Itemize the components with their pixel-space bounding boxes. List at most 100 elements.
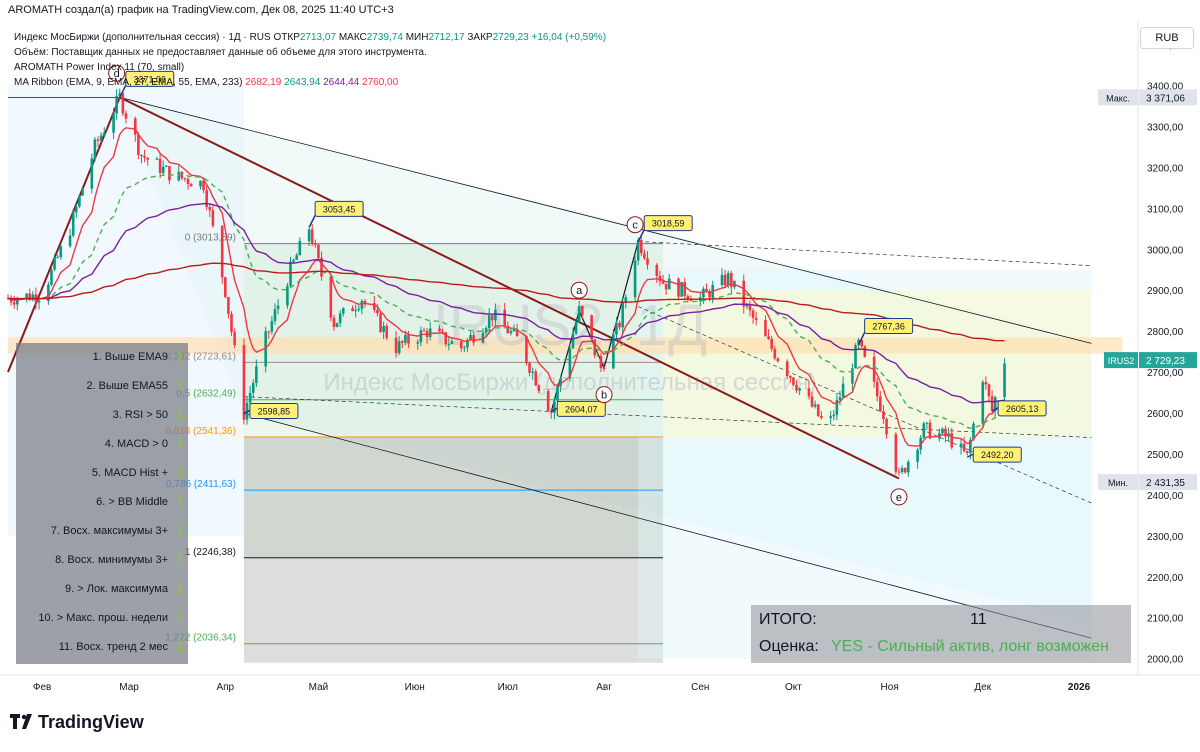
candle-body bbox=[121, 93, 125, 114]
trend-line bbox=[603, 241, 639, 369]
candle-body bbox=[155, 158, 159, 160]
legend-symbol-row: Индекс МосБиржи (дополнительная сессия) … bbox=[14, 30, 606, 45]
candle-body bbox=[338, 313, 342, 323]
candle-body bbox=[404, 335, 407, 343]
pivot-pointer bbox=[966, 453, 974, 458]
candle-body bbox=[596, 355, 600, 357]
candle-body bbox=[897, 471, 901, 473]
checklist-row: 7. Восх. максимумы 3+ 1 bbox=[16, 517, 188, 546]
summary-rating-value: YES - Сильный актив, лонг возможен bbox=[831, 638, 1109, 655]
candle-body bbox=[599, 356, 603, 369]
x-tick-label: 2026 bbox=[1068, 682, 1091, 693]
candle-body bbox=[161, 166, 165, 174]
fib-zone-lower bbox=[243, 437, 664, 663]
candle-body bbox=[863, 346, 867, 357]
candle-body bbox=[286, 285, 289, 306]
candle-body bbox=[680, 282, 683, 297]
candle-body bbox=[78, 195, 81, 207]
candle-body bbox=[438, 328, 441, 332]
trend-line bbox=[550, 310, 580, 412]
fib-label: 0,382 (2723,61) bbox=[165, 351, 236, 362]
candle-body bbox=[335, 322, 339, 328]
currency-button[interactable]: RUB bbox=[1140, 27, 1194, 49]
checklist-value: 1 bbox=[176, 377, 184, 393]
legend-volume-note: Объём: Поставщик данных не предоставляет… bbox=[14, 47, 427, 58]
pivot-pointer bbox=[243, 409, 251, 415]
candle-body bbox=[37, 300, 41, 303]
candle-body bbox=[441, 331, 444, 333]
legend-ohlc: ОТКР2713,07 МАКС2739,74 МИН2712,17 ЗАКР2… bbox=[273, 32, 606, 43]
candle-body bbox=[838, 397, 842, 400]
candle-body bbox=[553, 400, 556, 413]
candle-body bbox=[639, 239, 643, 254]
checklist-row: 3. RSI > 50 1 bbox=[16, 401, 188, 430]
wave-marker-label: d bbox=[114, 68, 120, 80]
candle-body bbox=[581, 306, 584, 316]
pivot-label-box bbox=[643, 215, 693, 232]
checklist-label: 11. Восх. тренд 2 мес bbox=[58, 641, 168, 653]
candle-body bbox=[211, 210, 215, 226]
candle-body bbox=[860, 339, 864, 347]
y-tick-label: 3100,00 bbox=[1147, 204, 1184, 215]
y-tick-label: 2400,00 bbox=[1147, 491, 1184, 502]
pivot-label: 3018,59 bbox=[652, 219, 685, 229]
candle-body bbox=[875, 381, 879, 397]
candle-body bbox=[658, 275, 662, 282]
candle-body bbox=[208, 207, 212, 211]
candle-body bbox=[636, 239, 640, 261]
candle-body bbox=[813, 404, 817, 407]
candle-body bbox=[59, 246, 63, 258]
candle-body bbox=[655, 264, 659, 276]
pivot-label-box bbox=[125, 70, 175, 87]
candle-body bbox=[689, 299, 693, 301]
candle-body bbox=[12, 302, 16, 305]
fib-label: 0,786 (2411,63) bbox=[166, 479, 236, 490]
trend-line bbox=[119, 96, 1092, 344]
legend-indicator-power-index[interactable]: AROMATH Power Index 11 (70, small) bbox=[14, 62, 185, 73]
ohlc-high-label: МАКС bbox=[338, 32, 367, 43]
y-tick-label: 2000,00 bbox=[1147, 655, 1184, 666]
candle-body bbox=[702, 288, 705, 298]
x-tick-label: Авг bbox=[596, 682, 612, 693]
candle-body bbox=[922, 423, 926, 438]
fib-zone-upper bbox=[243, 243, 664, 558]
pivot-label: 2604,07 bbox=[565, 404, 598, 414]
ohlc-open-label: ОТКР bbox=[273, 32, 300, 43]
candle-body bbox=[133, 118, 137, 135]
author-line: AROMATH создал(а) график на TradingView.… bbox=[8, 4, 394, 16]
pivot-label-box bbox=[314, 200, 364, 217]
candle-body bbox=[602, 368, 606, 370]
candle-body bbox=[50, 269, 53, 285]
candle-body bbox=[494, 309, 497, 321]
checklist-row: 1. Выше EMA9 1 bbox=[16, 343, 188, 372]
legend-indicator-ma-ribbon[interactable]: MA Ribbon (EMA, 9, EMA, 27, EMA, 55, EMA… bbox=[14, 75, 606, 90]
x-tick-label: Мар bbox=[119, 682, 139, 693]
candle-body bbox=[574, 321, 578, 334]
candle-body bbox=[9, 298, 13, 303]
candle-body bbox=[425, 330, 429, 337]
ema27-line bbox=[7, 173, 1005, 429]
candle-body bbox=[894, 434, 898, 472]
candle-body bbox=[559, 378, 562, 387]
candle-body bbox=[512, 328, 516, 332]
candle-body bbox=[140, 154, 143, 157]
tradingview-logo[interactable]: TradingView bbox=[0, 700, 200, 747]
candle-body bbox=[400, 341, 404, 343]
pivot-label-box bbox=[972, 446, 1022, 463]
x-tick-label: Окт bbox=[785, 682, 802, 693]
checklist-row: 11. Восх. тренд 2 мес 1 bbox=[16, 633, 188, 662]
candle-body bbox=[99, 135, 103, 141]
wave-marker-label: b bbox=[601, 390, 607, 402]
candle-body bbox=[251, 383, 255, 393]
candle-body bbox=[925, 422, 929, 424]
candle-body bbox=[385, 325, 389, 338]
wave-marker-circle bbox=[108, 64, 126, 82]
candle-body bbox=[351, 308, 354, 312]
ema9-line bbox=[7, 127, 1005, 447]
candle-body bbox=[205, 190, 208, 208]
candle-body bbox=[754, 317, 758, 320]
x-tick-label: Июл bbox=[498, 682, 518, 693]
chart-area[interactable]: IRUS2, 1Д Индекс МосБиржи (дополнительная… bbox=[0, 20, 1200, 700]
candle-body bbox=[568, 348, 572, 379]
